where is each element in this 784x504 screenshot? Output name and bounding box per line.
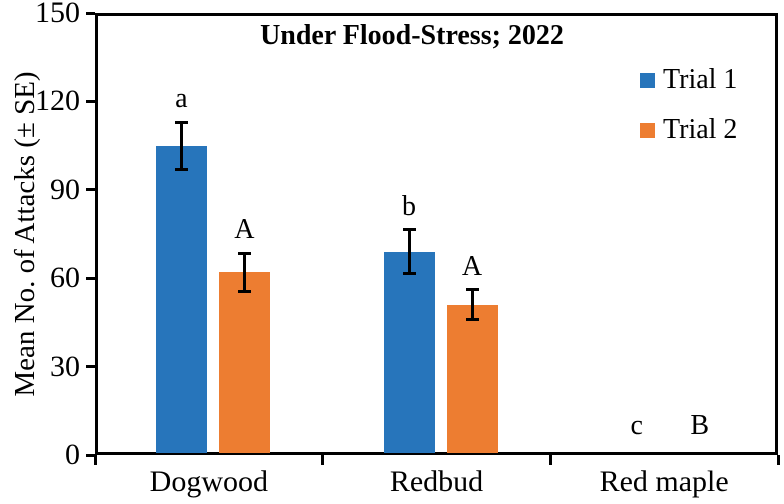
y-tick-mark-60: [86, 276, 95, 280]
sig-letter-trial-1-redbud: b: [402, 190, 416, 222]
x-tick-mark-3: [776, 455, 780, 465]
y-tick-mark-150: [86, 11, 95, 15]
error-cap-bottom-trial-1-dogwood: [174, 167, 188, 171]
legend-label-trial-2: Trial 2: [663, 114, 738, 145]
sig-letter-trial-2-redbud: A: [461, 250, 483, 282]
legend-swatch-trial-1: [640, 72, 655, 88]
x-tick-mark-1: [321, 455, 325, 465]
y-tick-label-120: 120: [35, 84, 80, 118]
y-tick-mark-30: [86, 365, 95, 369]
bar-trial-1-dogwood: [155, 145, 207, 453]
error-cap-bottom-trial-2-redbud: [465, 317, 479, 321]
error-cap-top-trial-1-dogwood: [174, 120, 188, 124]
x-category-label-dogwood: Dogwood: [149, 465, 268, 498]
error-cap-top-trial-1-redbud: [402, 228, 416, 232]
legend-label-trial-1: Trial 1: [663, 64, 738, 95]
legend: Trial 1 Trial 2: [640, 64, 738, 165]
sig-letter-trial-2-red-maple: B: [690, 410, 709, 441]
y-tick-mark-0: [86, 453, 95, 457]
y-tick-label-150: 150: [35, 0, 80, 29]
y-tick-label-30: 30: [50, 349, 80, 383]
y-tick-label-60: 60: [50, 261, 80, 295]
x-tick-mark-0: [93, 455, 97, 465]
y-axis-title: Mean No. of Attacks (± SE): [9, 71, 41, 397]
error-bar-trial-1-redbud: [407, 229, 411, 274]
y-tick-label-90: 90: [50, 172, 80, 206]
legend-item-trial-1: Trial 1: [640, 64, 738, 95]
x-category-label-redbud: Redbud: [389, 465, 484, 498]
legend-item-trial-2: Trial 2: [640, 114, 738, 145]
error-cap-bottom-trial-1-redbud: [402, 272, 416, 276]
chart-title: Under Flood-Stress; 2022: [260, 20, 564, 51]
error-bar-trial-2-redbud: [470, 289, 474, 320]
x-tick-mark-2: [548, 455, 552, 465]
error-cap-top-trial-2-dogwood: [237, 251, 251, 255]
y-tick-label-0: 0: [65, 438, 80, 471]
bar-trial-1-redbud: [383, 251, 435, 453]
x-category-label-red-maple: Red maple: [599, 465, 729, 498]
error-bar-trial-2-dogwood: [242, 253, 246, 292]
sig-letter-trial-2-dogwood: A: [234, 214, 255, 246]
legend-swatch-trial-2: [640, 122, 655, 138]
bar-trial-2-dogwood: [218, 272, 270, 453]
sig-letter-trial-1-dogwood: a: [175, 83, 188, 115]
error-cap-top-trial-2-redbud: [465, 288, 479, 292]
y-tick-mark-120: [86, 99, 95, 103]
plot-area: [95, 13, 778, 455]
error-cap-bottom-trial-2-dogwood: [237, 289, 251, 293]
y-tick-mark-90: [86, 188, 95, 192]
error-bar-trial-1-dogwood: [179, 122, 183, 170]
bar-trial-2-redbud: [446, 304, 498, 453]
sig-letter-trial-1-red-maple: c: [630, 410, 643, 441]
